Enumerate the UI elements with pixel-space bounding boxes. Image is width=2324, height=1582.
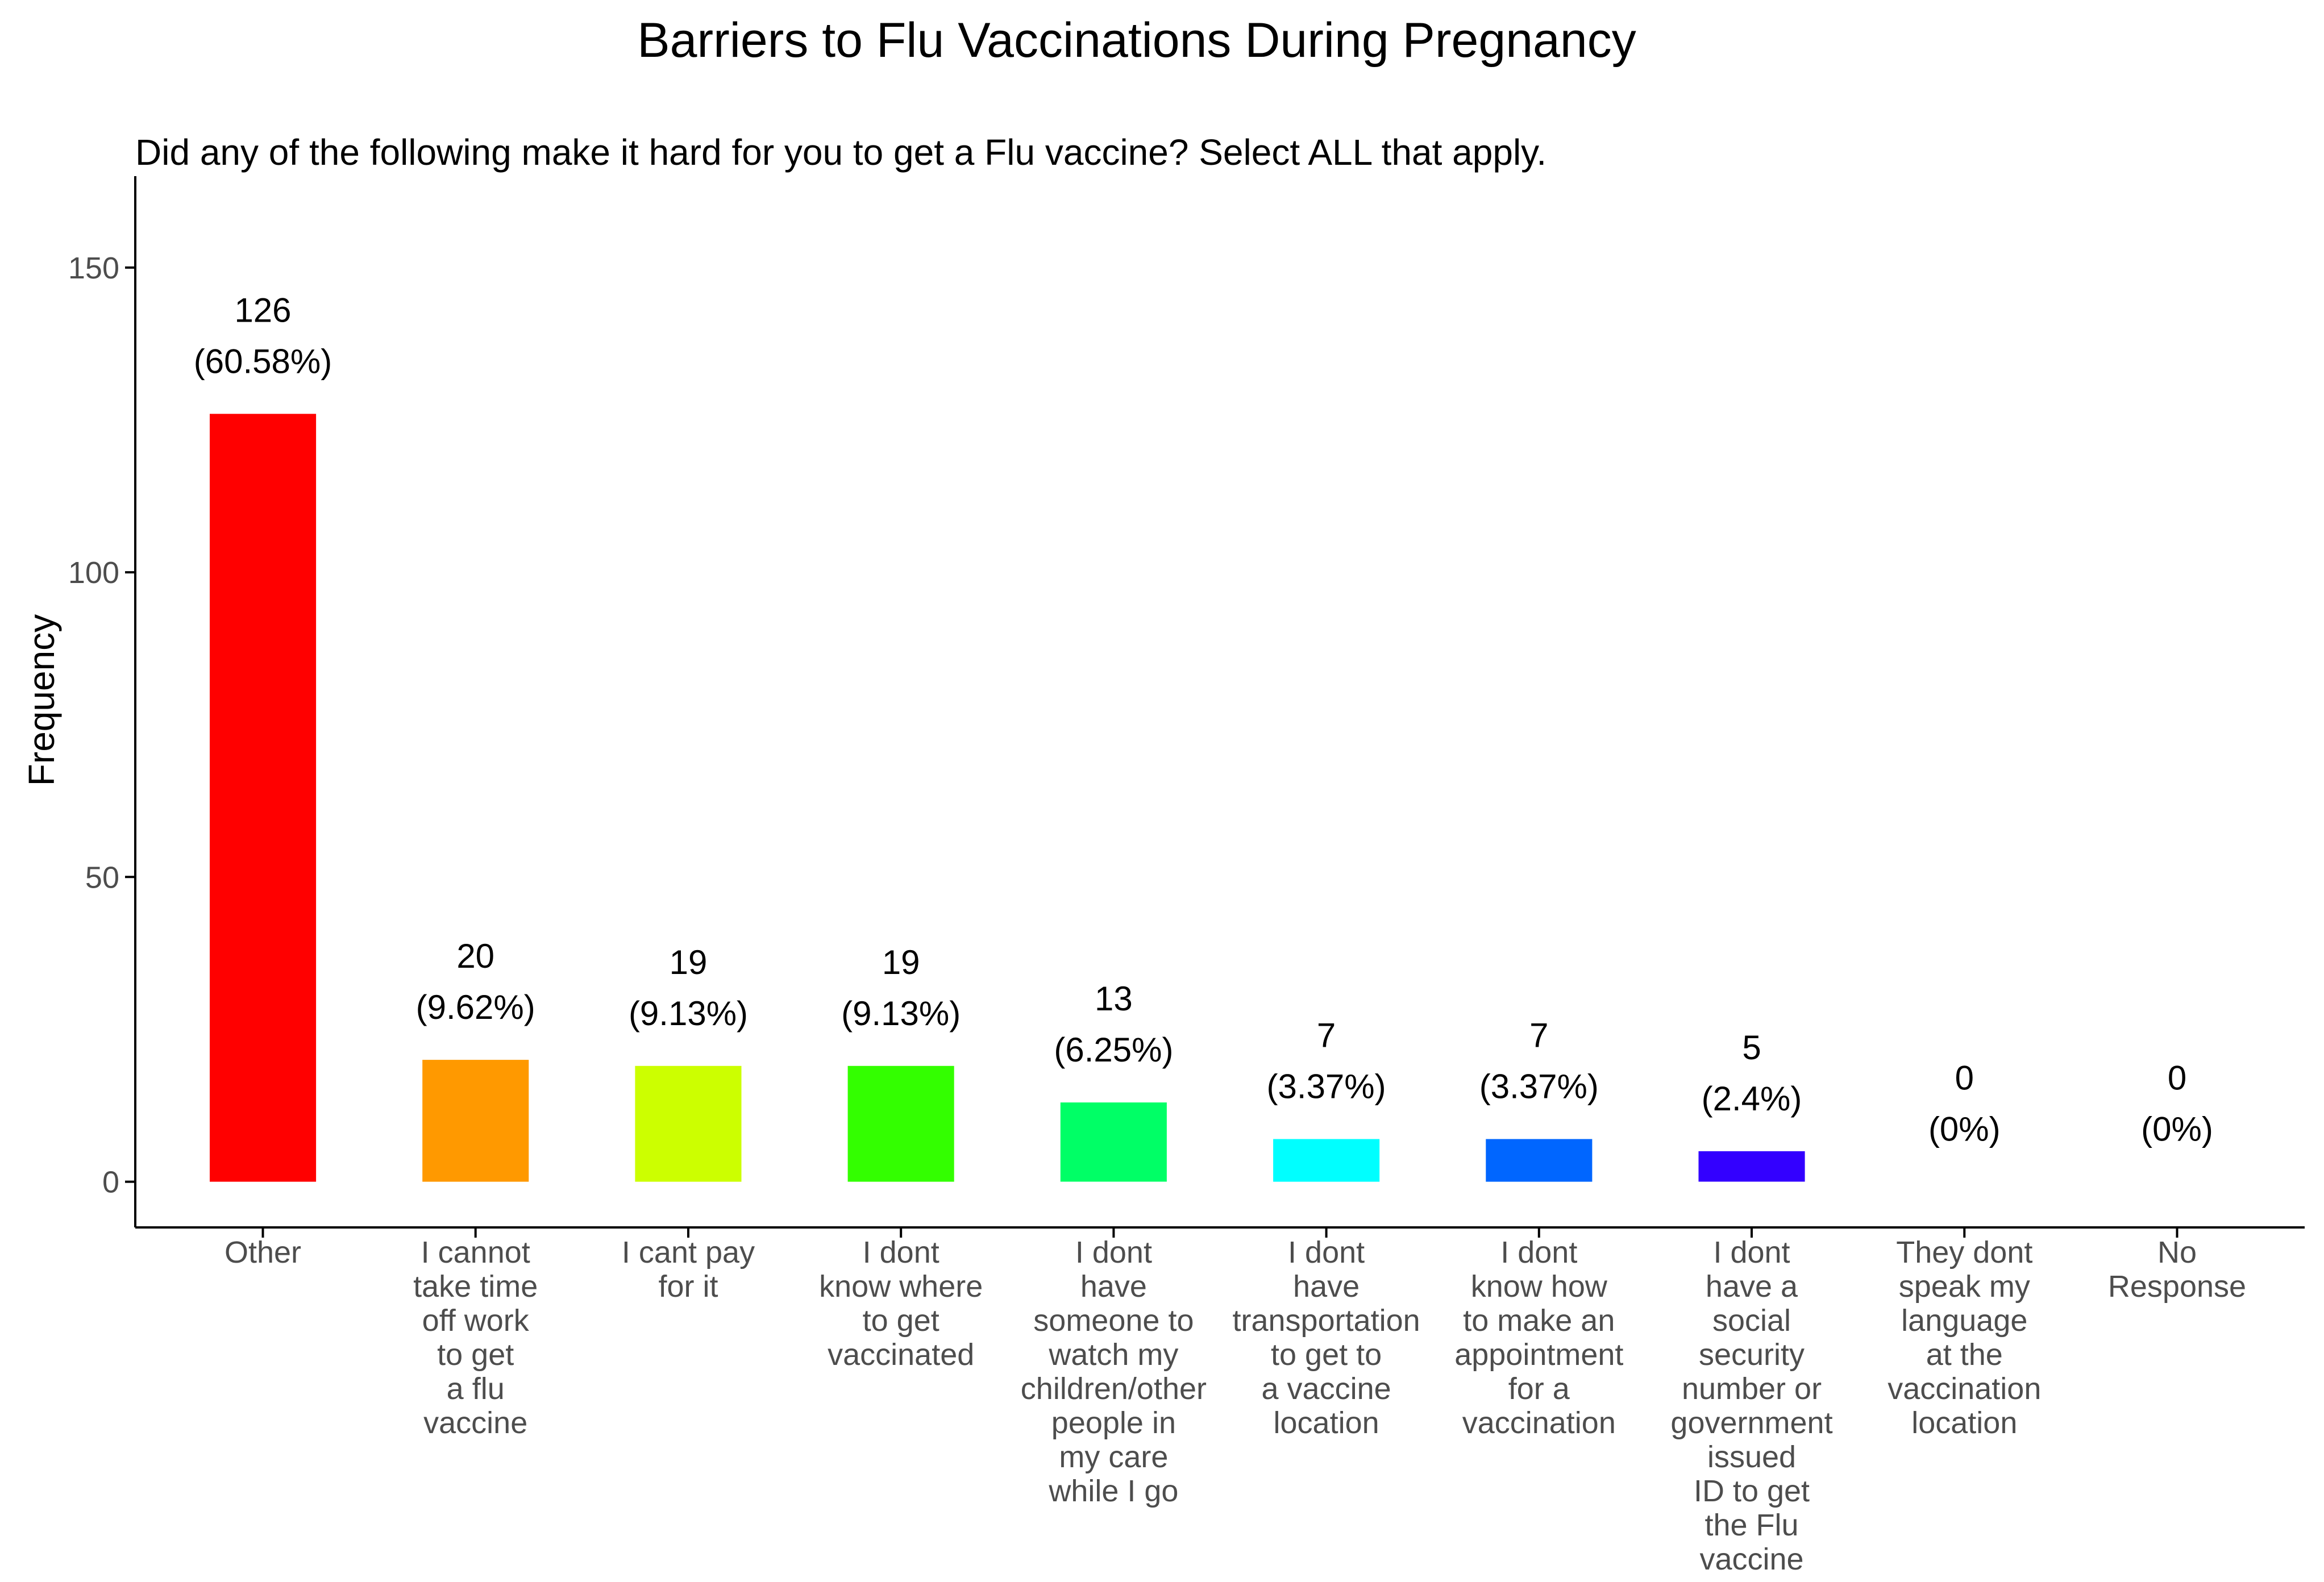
category-label-5-line-1: have xyxy=(1293,1269,1360,1304)
category-label-0-line-0: Other xyxy=(224,1235,301,1269)
category-label-1-line-2: off work xyxy=(422,1304,530,1338)
category-label-8-line-5: location xyxy=(1911,1406,2017,1440)
category-label-4-line-3: watch my xyxy=(1048,1338,1178,1372)
data-labels-layer: (60.58%) 126 (9.62%) 20 (9.13%) 19 (9.13%) 19 (6… xyxy=(194,291,2213,1148)
data-label-count-1: 20 xyxy=(456,937,494,975)
data-label-count-9: 0 xyxy=(2168,1059,2186,1097)
y-axis-label: Frequency xyxy=(21,614,62,786)
category-label-6-line-3: appointment xyxy=(1454,1338,1623,1372)
category-label-1-line-0: I cannot xyxy=(421,1235,530,1269)
category-label-6-line-2: to make an xyxy=(1463,1304,1615,1338)
category-label-5-line-0: I dont xyxy=(1288,1235,1365,1269)
category-label-7-line-3: security xyxy=(1699,1338,1805,1372)
category-label-7-line-0: I dont xyxy=(1713,1235,1790,1269)
category-label-1-line-5: vaccine xyxy=(423,1406,527,1440)
category-label-7-line-4: number or xyxy=(1682,1372,1822,1406)
category-label-4-line-4: children/other xyxy=(1021,1372,1207,1406)
category-label-5-line-2: transportation xyxy=(1232,1304,1420,1338)
y-tick-label-150: 150 xyxy=(68,251,119,285)
y-tick-label-50: 50 xyxy=(85,860,119,894)
bar-2 xyxy=(635,1065,742,1182)
category-label-4-line-5: people in xyxy=(1051,1406,1176,1440)
data-label-percent-5: (3.37%) xyxy=(1267,1068,1386,1106)
data-label-count-8: 0 xyxy=(1955,1059,1974,1097)
category-label-9-line-1: Response xyxy=(2108,1269,2246,1304)
category-label-7-line-8: the Flu xyxy=(1704,1508,1798,1542)
y-tick-label-0: 0 xyxy=(102,1165,119,1200)
data-label-percent-3: (9.13%) xyxy=(841,994,961,1033)
category-label-4-line-2: someone to xyxy=(1033,1304,1194,1338)
category-label-6-line-4: for a xyxy=(1508,1372,1570,1406)
bar-1 xyxy=(422,1060,529,1182)
category-label-2-line-0: I cant pay xyxy=(622,1235,755,1269)
category-label-9-line-0: No xyxy=(2157,1235,2197,1269)
category-label-2-line-1: for it xyxy=(658,1269,718,1304)
data-label-count-7: 5 xyxy=(1742,1029,1761,1067)
data-label-count-0: 126 xyxy=(234,291,291,329)
category-label-8-line-1: speak my xyxy=(1899,1269,2030,1304)
category-label-7-line-7: ID to get xyxy=(1694,1474,1810,1508)
category-label-3-line-1: know where xyxy=(819,1269,983,1304)
bar-6 xyxy=(1486,1139,1593,1182)
y-tick-label-100: 100 xyxy=(68,556,119,590)
category-label-4-line-1: have xyxy=(1080,1269,1147,1304)
data-label-count-2: 19 xyxy=(670,943,708,981)
category-label-8-line-0: They dont xyxy=(1896,1235,2032,1269)
category-label-3-line-3: vaccinated xyxy=(828,1338,974,1372)
data-label-percent-2: (9.13%) xyxy=(629,994,748,1033)
bar-0 xyxy=(210,414,317,1182)
category-label-1-line-4: a flu xyxy=(447,1372,505,1406)
data-label-percent-9: (0%) xyxy=(2141,1110,2213,1148)
category-label-7-line-6: issued xyxy=(1707,1440,1796,1474)
category-label-3-line-0: I dont xyxy=(863,1235,939,1269)
category-label-4-line-6: my care xyxy=(1059,1440,1168,1474)
category-label-4-line-7: while I go xyxy=(1048,1474,1178,1508)
data-label-percent-1: (9.62%) xyxy=(416,988,535,1026)
data-label-count-4: 13 xyxy=(1095,980,1133,1018)
category-label-1-line-1: take time xyxy=(413,1269,538,1304)
bar-5 xyxy=(1273,1139,1380,1182)
data-label-percent-8: (0%) xyxy=(1928,1110,2001,1148)
category-label-8-line-2: language xyxy=(1901,1304,2027,1338)
category-label-7-line-9: vaccine xyxy=(1699,1542,1803,1576)
category-label-7-line-2: social xyxy=(1712,1304,1791,1338)
category-label-8-line-3: at the xyxy=(1926,1338,2003,1372)
category-label-6-line-5: vaccination xyxy=(1462,1406,1616,1440)
bar-4 xyxy=(1060,1102,1167,1182)
category-label-8-line-4: vaccination xyxy=(1888,1372,2041,1406)
category-label-4-line-0: I dont xyxy=(1075,1235,1152,1269)
chart-title: Barriers to Flu Vaccinations During Preg… xyxy=(637,13,1636,68)
data-label-count-3: 19 xyxy=(882,943,920,981)
category-label-6-line-1: know how xyxy=(1471,1269,1608,1304)
category-label-5-line-4: a vaccine xyxy=(1262,1372,1391,1406)
data-label-percent-0: (60.58%) xyxy=(194,342,332,380)
category-label-1-line-3: to get xyxy=(437,1338,514,1372)
data-label-count-6: 7 xyxy=(1529,1017,1548,1055)
category-label-6-line-0: I dont xyxy=(1500,1235,1577,1269)
data-label-count-5: 7 xyxy=(1317,1017,1336,1055)
chart-subtitle: Did any of the following make it hard fo… xyxy=(135,132,1546,173)
data-label-percent-6: (3.37%) xyxy=(1479,1068,1599,1106)
category-label-7-line-1: have a xyxy=(1706,1269,1798,1304)
category-label-7-line-5: government xyxy=(1670,1406,1832,1440)
category-label-5-line-3: to get to xyxy=(1271,1338,1382,1372)
bar-3 xyxy=(847,1065,954,1182)
category-label-3-line-2: to get xyxy=(863,1304,939,1338)
category-label-5-line-5: location xyxy=(1274,1406,1379,1440)
data-label-percent-4: (6.25%) xyxy=(1054,1031,1173,1069)
data-label-percent-7: (2.4%) xyxy=(1702,1080,1802,1118)
bars-layer xyxy=(210,414,1805,1182)
bar-7 xyxy=(1698,1151,1805,1182)
